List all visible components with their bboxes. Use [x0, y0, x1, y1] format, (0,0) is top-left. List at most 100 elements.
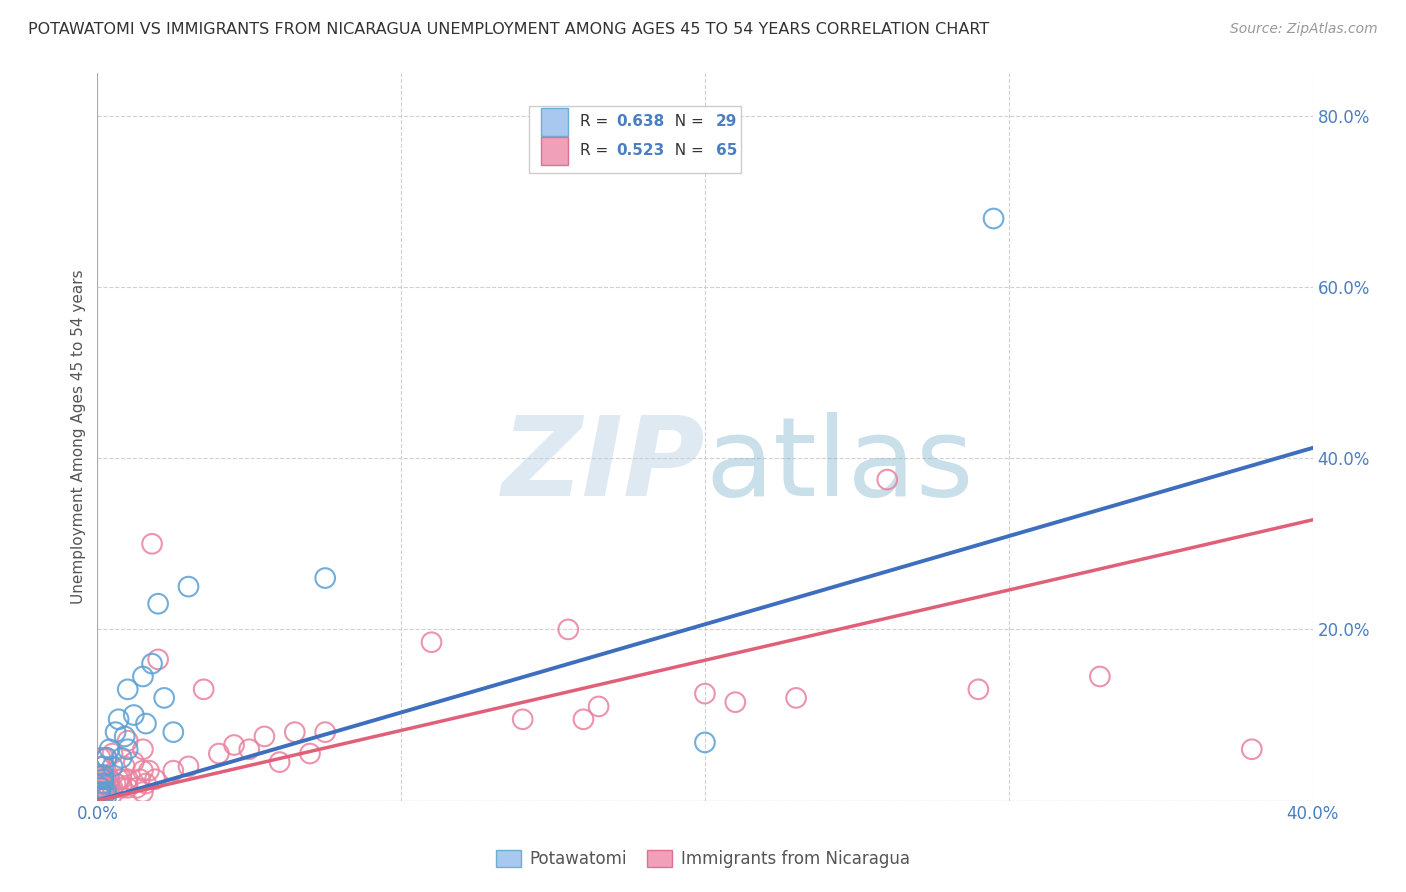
Point: [122, 755, 145, 769]
Point: [89, 776, 111, 790]
Point: [101, 759, 124, 773]
Point: [314, 571, 336, 585]
Point: [107, 772, 129, 787]
Point: [89, 759, 111, 773]
Point: [153, 690, 176, 705]
Point: [93, 776, 115, 790]
Point: [162, 764, 184, 778]
Point: [588, 699, 610, 714]
Point: [117, 772, 139, 787]
Point: [284, 725, 307, 739]
Text: Source: ZipAtlas.com: Source: ZipAtlas.com: [1230, 22, 1378, 37]
Point: [512, 712, 534, 726]
Point: [117, 682, 139, 697]
Point: [111, 772, 134, 787]
Point: [111, 751, 134, 765]
Point: [132, 764, 155, 778]
Point: [93, 772, 115, 787]
Point: [146, 652, 169, 666]
Point: [89, 787, 111, 801]
Point: [222, 738, 245, 752]
Point: [135, 716, 157, 731]
Point: [132, 742, 155, 756]
FancyBboxPatch shape: [541, 137, 568, 165]
Point: [1240, 742, 1263, 756]
Text: 65: 65: [716, 144, 737, 159]
Point: [89, 780, 111, 795]
Point: [98, 742, 121, 756]
Point: [104, 725, 127, 739]
Point: [114, 759, 136, 773]
Point: [89, 785, 111, 799]
Point: [89, 789, 111, 804]
Point: [111, 780, 134, 795]
Point: [89, 772, 111, 787]
FancyBboxPatch shape: [529, 106, 741, 173]
Point: [983, 211, 1005, 226]
Point: [1088, 669, 1111, 683]
Point: [104, 776, 127, 790]
Point: [967, 682, 990, 697]
Point: [93, 787, 115, 801]
Point: [89, 780, 111, 795]
Point: [93, 772, 115, 787]
Point: [132, 669, 155, 683]
Y-axis label: Unemployment Among Ages 45 to 54 years: Unemployment Among Ages 45 to 54 years: [72, 269, 86, 604]
Point: [93, 759, 115, 773]
Text: atlas: atlas: [704, 412, 973, 519]
Point: [208, 747, 231, 761]
Point: [143, 772, 166, 787]
Point: [96, 772, 118, 787]
Point: [125, 780, 148, 795]
Point: [146, 597, 169, 611]
Point: [93, 768, 115, 782]
FancyBboxPatch shape: [541, 108, 568, 136]
Point: [724, 695, 747, 709]
Point: [96, 789, 118, 804]
Point: [785, 690, 807, 705]
Text: 29: 29: [716, 114, 737, 129]
Text: 0.523: 0.523: [616, 144, 665, 159]
Point: [96, 785, 118, 799]
Text: R =: R =: [579, 114, 613, 129]
Point: [117, 742, 139, 756]
Point: [89, 751, 111, 765]
Point: [117, 733, 139, 747]
Point: [93, 776, 115, 790]
Point: [117, 780, 139, 795]
Point: [101, 780, 124, 795]
Text: ZIP: ZIP: [502, 412, 704, 519]
Point: [138, 764, 160, 778]
Text: POTAWATOMI VS IMMIGRANTS FROM NICARAGUA UNEMPLOYMENT AMONG AGES 45 TO 54 YEARS C: POTAWATOMI VS IMMIGRANTS FROM NICARAGUA …: [28, 22, 990, 37]
Point: [101, 787, 124, 801]
Point: [177, 580, 200, 594]
Point: [141, 537, 163, 551]
Point: [96, 780, 118, 795]
Point: [114, 730, 136, 744]
Point: [98, 780, 121, 795]
Point: [876, 473, 898, 487]
Point: [89, 768, 111, 782]
Point: [98, 772, 121, 787]
Point: [269, 755, 291, 769]
Point: [128, 772, 150, 787]
Point: [238, 742, 260, 756]
Point: [298, 747, 321, 761]
Point: [101, 747, 124, 761]
Point: [162, 725, 184, 739]
Text: R =: R =: [579, 144, 613, 159]
Point: [253, 730, 276, 744]
Point: [420, 635, 443, 649]
Point: [96, 785, 118, 799]
Point: [93, 780, 115, 795]
Text: N =: N =: [665, 144, 709, 159]
Point: [177, 759, 200, 773]
Point: [572, 712, 595, 726]
Point: [122, 708, 145, 723]
Text: 0.638: 0.638: [616, 114, 665, 129]
Text: N =: N =: [665, 114, 709, 129]
Point: [135, 776, 157, 790]
Point: [693, 687, 716, 701]
Point: [557, 623, 579, 637]
Point: [132, 785, 155, 799]
